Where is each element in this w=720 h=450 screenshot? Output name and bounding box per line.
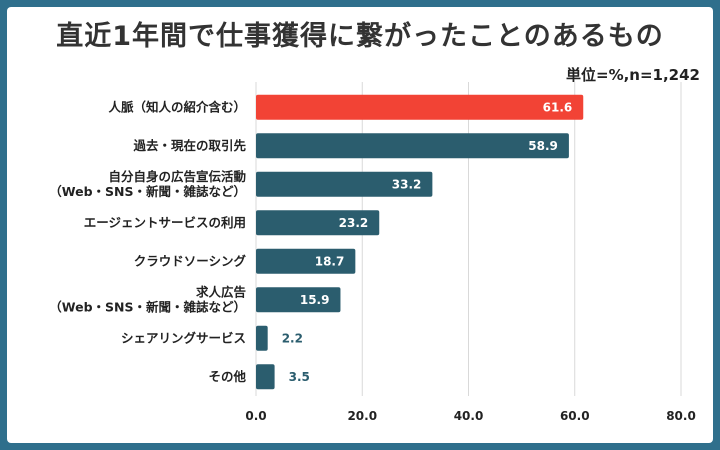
bar (256, 210, 380, 236)
x-tick-label: 20.0 (347, 409, 377, 423)
category-label: 過去・現在の取引先 (132, 138, 246, 153)
category-label: シェアリングサービス (121, 330, 246, 345)
value-label: 23.2 (339, 216, 369, 230)
value-label: 15.9 (300, 293, 330, 307)
bar (256, 325, 268, 351)
category-label: クラウドソーシング (134, 253, 247, 268)
bars (256, 94, 584, 390)
category-label: 人脈（知人の紹介含む） (108, 99, 246, 114)
x-axis-ticks: 0.0 20.0 40.0 60.0 80.0 (245, 409, 695, 423)
category-label: その他 (208, 369, 246, 384)
gridlines (255, 82, 682, 396)
x-tick-label: 40.0 (454, 409, 484, 423)
category-labels: 人脈（知人の紹介含む）過去・現在の取引先自分自身の広告宣伝活動（Web・SNS・… (49, 99, 246, 384)
bar (256, 364, 275, 390)
x-tick-label: 60.0 (560, 409, 590, 423)
value-label: 33.2 (392, 177, 422, 191)
category-label: 自分自身の広告宣伝活動 (108, 169, 246, 184)
bar (256, 248, 356, 274)
category-label: （Web・SNS・新聞・雑誌など） (49, 299, 246, 314)
chart-note: 単位=%,n=1,242 (566, 66, 700, 84)
bar (256, 94, 584, 120)
chart-title: 直近1年間で仕事獲得に繋がったことのあるもの (56, 21, 664, 52)
value-label: 58.9 (528, 139, 558, 153)
category-label: （Web・SNS・新聞・雑誌など） (49, 184, 246, 199)
value-label: 2.2 (282, 331, 303, 345)
x-tick-label: 80.0 (666, 409, 696, 423)
value-label: 61.6 (543, 100, 573, 114)
bar (256, 133, 569, 159)
category-label: 求人広告 (196, 284, 247, 299)
x-tick-label: 0.0 (245, 409, 266, 423)
value-labels: 61.6 58.9 33.2 23.2 18.7 15.9 2.2 3.5 (282, 100, 573, 384)
category-label: エージェントサービスの利用 (84, 215, 246, 230)
value-label: 18.7 (315, 254, 345, 268)
bar (256, 171, 433, 197)
bar (256, 287, 341, 313)
value-label: 3.5 (289, 370, 310, 384)
